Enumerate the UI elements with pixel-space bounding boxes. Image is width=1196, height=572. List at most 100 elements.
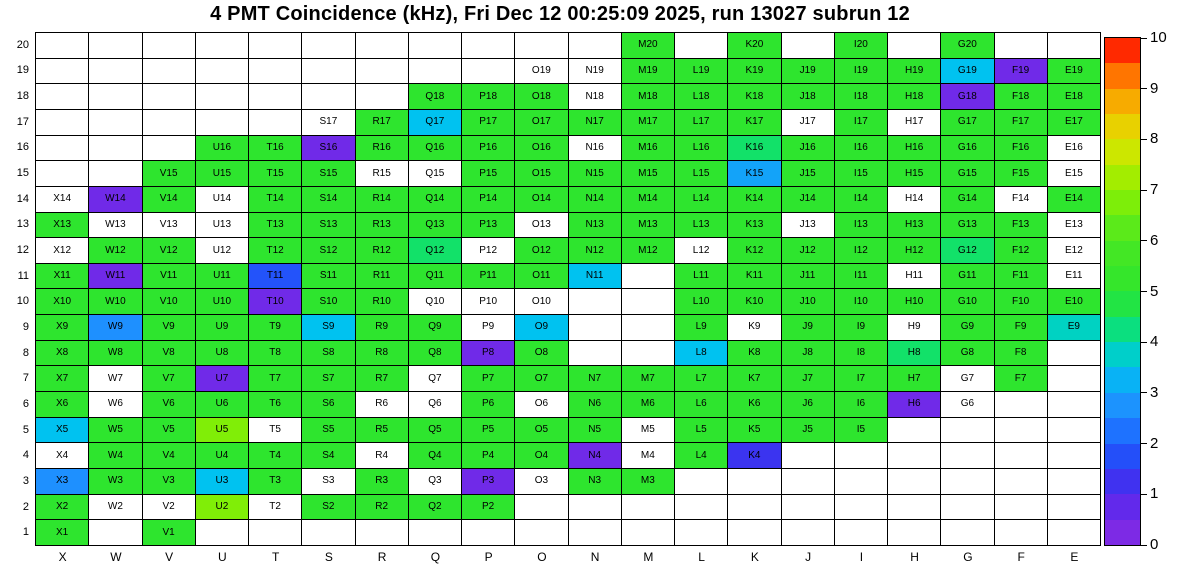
cell-W6: W6 <box>89 392 143 418</box>
cell-U12: U12 <box>195 238 249 264</box>
cell-empty <box>195 520 249 546</box>
cell-J8: J8 <box>781 340 835 367</box>
cell-V8: V8 <box>142 340 196 367</box>
cell-G17: G17 <box>941 109 995 136</box>
cell-H12: H12 <box>888 238 942 264</box>
cell-E18: E18 <box>1047 84 1101 110</box>
cell-H9: H9 <box>888 315 942 341</box>
cell-L15: L15 <box>675 161 729 187</box>
cell-P18: P18 <box>462 84 516 110</box>
colorbar-segment <box>1105 240 1140 267</box>
cell-S13: S13 <box>302 212 356 239</box>
cell-E15: E15 <box>1047 161 1101 187</box>
cell-O7: O7 <box>515 366 569 393</box>
cell-P15: P15 <box>462 161 516 187</box>
cell-W7: W7 <box>89 366 143 393</box>
x-tick-label: J <box>805 550 812 564</box>
cell-Q9: Q9 <box>408 315 462 341</box>
cell-I7: I7 <box>834 366 888 393</box>
cell-empty <box>568 289 622 316</box>
cell-K15: K15 <box>728 161 782 187</box>
cell-N5: N5 <box>568 417 622 444</box>
cell-empty <box>834 443 888 470</box>
cell-W5: W5 <box>89 417 143 444</box>
cell-empty <box>621 520 675 546</box>
cell-H8: H8 <box>888 340 942 367</box>
cell-empty <box>1047 33 1101 59</box>
cell-R11: R11 <box>355 263 409 290</box>
cell-O3: O3 <box>515 469 569 495</box>
cell-Q4: Q4 <box>408 443 462 470</box>
cell-F12: F12 <box>994 238 1048 264</box>
cell-F18: F18 <box>994 84 1048 110</box>
cell-J9: J9 <box>781 315 835 341</box>
cell-H6: H6 <box>888 392 942 418</box>
cell-F14: F14 <box>994 186 1048 213</box>
cell-empty <box>36 161 90 187</box>
x-tick-label: Q <box>430 550 441 564</box>
cell-M17: M17 <box>621 109 675 136</box>
cell-empty <box>568 33 622 59</box>
cell-V10: V10 <box>142 289 196 316</box>
cell-empty <box>89 109 143 136</box>
cell-I17: I17 <box>834 109 888 136</box>
y-tick-label: 6 <box>22 397 29 410</box>
y-tick-label: 18 <box>16 90 29 103</box>
cell-N14: N14 <box>568 186 622 213</box>
cell-J17: J17 <box>781 109 835 136</box>
cell-empty <box>89 135 143 162</box>
cell-empty <box>89 58 143 85</box>
cell-U13: U13 <box>195 212 249 239</box>
cell-U3: U3 <box>195 469 249 495</box>
cell-P11: P11 <box>462 263 516 290</box>
cell-empty <box>355 84 409 110</box>
y-tick-label: 5 <box>22 423 29 436</box>
cell-U6: U6 <box>195 392 249 418</box>
cell-G19: G19 <box>941 58 995 85</box>
cell-T7: T7 <box>249 366 303 393</box>
cell-empty <box>195 33 249 59</box>
cell-I19: I19 <box>834 58 888 85</box>
cell-empty <box>621 315 675 341</box>
cell-empty <box>675 469 729 495</box>
cell-X8: X8 <box>36 340 90 367</box>
cell-S15: S15 <box>302 161 356 187</box>
cell-E11: E11 <box>1047 263 1101 290</box>
cell-J14: J14 <box>781 186 835 213</box>
cell-F10: F10 <box>994 289 1048 316</box>
cell-empty <box>462 33 516 59</box>
cell-S3: S3 <box>302 469 356 495</box>
cell-U10: U10 <box>195 289 249 316</box>
cell-empty <box>302 33 356 59</box>
x-tick-label: P <box>484 550 493 564</box>
cell-L16: L16 <box>675 135 729 162</box>
cell-O16: O16 <box>515 135 569 162</box>
colorbar-segment <box>1105 367 1140 393</box>
cell-empty <box>408 58 462 85</box>
cell-X13: X13 <box>36 212 90 239</box>
cell-J7: J7 <box>781 366 835 393</box>
cell-V9: V9 <box>142 315 196 341</box>
cell-J5: J5 <box>781 417 835 444</box>
cell-empty <box>941 520 995 546</box>
cell-F16: F16 <box>994 135 1048 162</box>
cell-S16: S16 <box>302 135 356 162</box>
cell-K6: K6 <box>728 392 782 418</box>
cell-R3: R3 <box>355 469 409 495</box>
cell-empty <box>994 392 1048 418</box>
cell-N7: N7 <box>568 366 622 393</box>
cell-I5: I5 <box>834 417 888 444</box>
colorbar-tick <box>1141 240 1147 242</box>
cell-empty <box>249 520 303 546</box>
cell-L10: L10 <box>675 289 729 316</box>
cell-V5: V5 <box>142 417 196 444</box>
cell-Q16: Q16 <box>408 135 462 162</box>
cell-O10: O10 <box>515 289 569 316</box>
cell-J6: J6 <box>781 392 835 418</box>
cell-J19: J19 <box>781 58 835 85</box>
cell-Q12: Q12 <box>408 238 462 264</box>
cell-empty <box>195 109 249 136</box>
colorbar-tick <box>1141 88 1147 90</box>
cell-Q5: Q5 <box>408 417 462 444</box>
cell-K12: K12 <box>728 238 782 264</box>
